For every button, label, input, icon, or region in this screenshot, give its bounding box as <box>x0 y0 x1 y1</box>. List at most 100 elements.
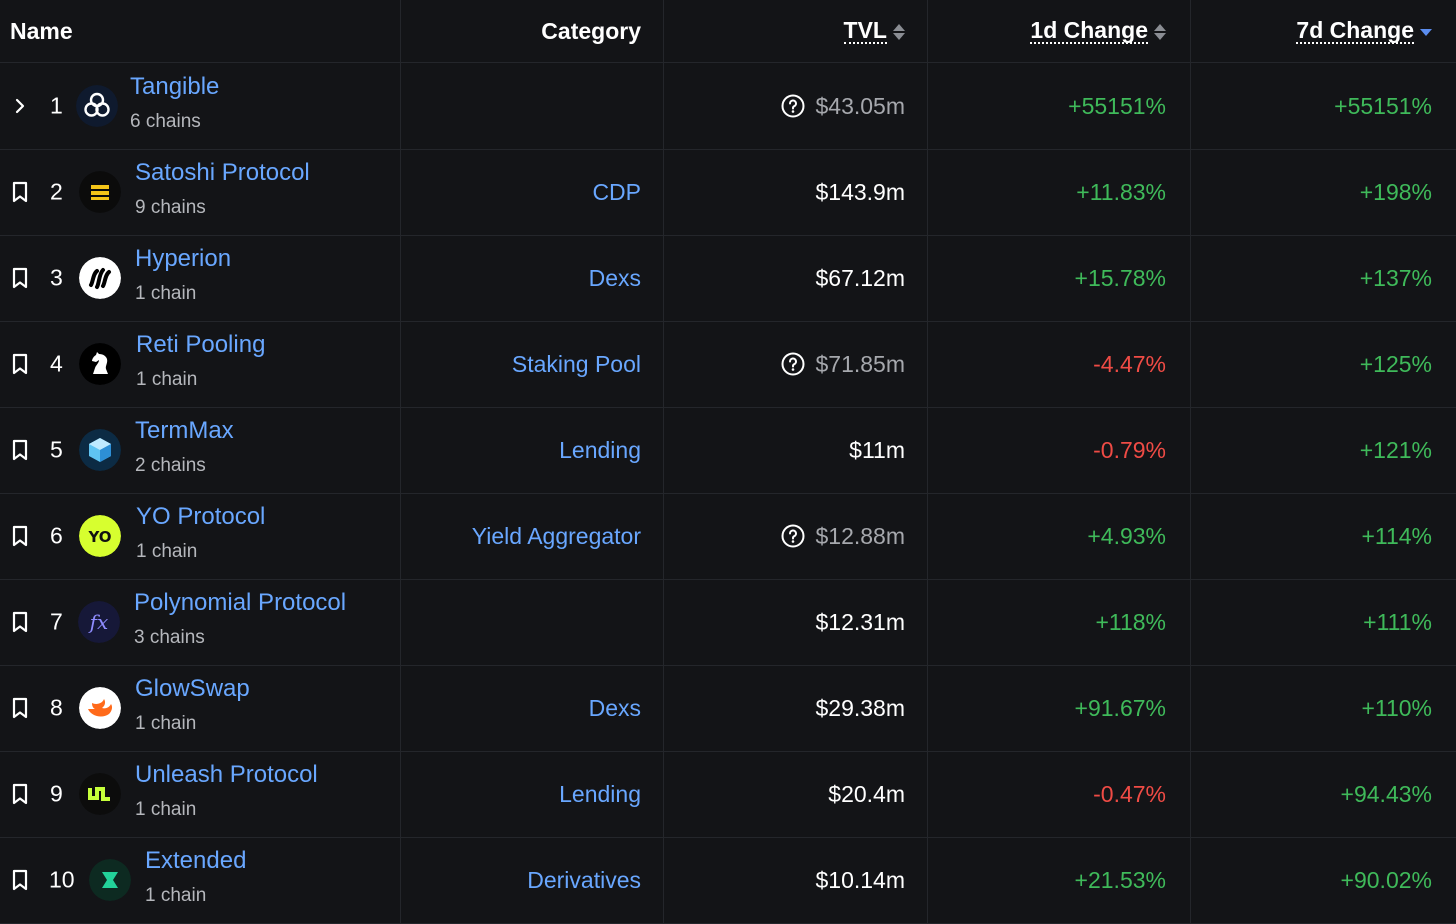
table-row[interactable]: 1 Tangible 6 chains $43.05m +55151% +551… <box>0 63 1456 150</box>
chain-count[interactable]: 9 chains <box>135 197 206 218</box>
change-1d-cell: +118% <box>928 579 1191 665</box>
satoshi-logo <box>79 171 121 213</box>
name-cell: 2 Satoshi Protocol 9 chains <box>0 149 401 235</box>
protocol-name-link[interactable]: Reti Pooling <box>136 331 266 358</box>
category-link[interactable]: Dexs <box>588 694 641 721</box>
header-tvl: TVL <box>664 0 928 62</box>
table-row[interactable]: 6 YO YO Protocol 1 chain Yield Aggregato… <box>0 493 1456 580</box>
change-7d-cell: +110% <box>1191 665 1456 751</box>
bookmark-icon[interactable] <box>9 611 31 633</box>
chain-count[interactable]: 6 chains <box>130 111 201 132</box>
tvl-value: $11m <box>849 436 905 463</box>
tvl-cell: $11m <box>664 407 928 493</box>
tvl-cell: $67.12m <box>664 235 928 321</box>
rank: 8 <box>50 694 63 721</box>
chain-count[interactable]: 1 chain <box>136 369 198 390</box>
extended-logo <box>89 859 131 901</box>
bookmark-icon[interactable] <box>9 525 31 547</box>
category-link[interactable]: CDP <box>592 178 641 205</box>
change-7d-value: +198% <box>1359 178 1432 205</box>
table-row[interactable]: 2 Satoshi Protocol 9 chains CDP $143.9m … <box>0 149 1456 236</box>
table-row[interactable]: 5 TermMax 2 chains Lending $11m -0.79% +… <box>0 407 1456 494</box>
bookmark-icon[interactable] <box>9 783 31 805</box>
tvl-cell: $71.85m <box>664 321 928 407</box>
change-7d-value: +55151% <box>1334 92 1432 119</box>
hyperion-logo <box>79 257 121 299</box>
category-link[interactable]: Lending <box>559 780 641 807</box>
rank: 5 <box>50 436 63 463</box>
chain-count[interactable]: 3 chains <box>134 627 205 648</box>
table-row[interactable]: 10 Extended 1 chain Derivatives $10.14m … <box>0 837 1456 924</box>
name-cell: 3 Hyperion 1 chain <box>0 235 401 321</box>
change-7d-cell: +111% <box>1191 579 1456 665</box>
change-1d-value: -0.47% <box>1093 780 1166 807</box>
tvl-cell: $20.4m <box>664 751 928 837</box>
tvl-cell: $12.88m <box>664 493 928 579</box>
chain-count[interactable]: 1 chain <box>145 885 207 906</box>
protocol-name-link[interactable]: Extended <box>145 847 247 874</box>
category-link[interactable]: Staking Pool <box>511 350 641 377</box>
question-icon[interactable] <box>781 94 805 118</box>
category-link[interactable]: Derivatives <box>527 866 641 893</box>
protocol-name-link[interactable]: Unleash Protocol <box>135 761 318 788</box>
sort-tvl-button[interactable]: TVL <box>843 18 905 44</box>
chevron-right-icon[interactable] <box>9 95 31 117</box>
change-1d-cell: +15.78% <box>928 235 1191 321</box>
name-cell: 1 Tangible 6 chains <box>0 63 401 149</box>
category-cell <box>401 579 664 665</box>
protocol-name-link[interactable]: Tangible <box>130 73 220 100</box>
chain-count[interactable]: 2 chains <box>135 455 206 476</box>
protocol-name-link[interactable]: GlowSwap <box>135 675 250 702</box>
chain-count[interactable]: 1 chain <box>135 713 197 734</box>
sort-change-7d-button[interactable]: 7d Change <box>1296 18 1432 44</box>
termmax-logo <box>79 429 121 471</box>
table-row[interactable]: 9 Unleash Protocol 1 chain Lending $20.4… <box>0 751 1456 838</box>
table-row[interactable]: 4 Reti Pooling 1 chain Staking Pool $71.… <box>0 321 1456 408</box>
question-icon[interactable] <box>781 524 805 548</box>
change-1d-cell: +11.83% <box>928 149 1191 235</box>
category-cell: Derivatives <box>401 837 664 923</box>
table-row[interactable]: 7 fx Polynomial Protocol 3 chains $12.31… <box>0 579 1456 666</box>
category-link[interactable]: Lending <box>559 436 641 463</box>
category-cell: Lending <box>401 407 664 493</box>
change-1d-cell: -0.79% <box>928 407 1191 493</box>
table-row[interactable]: 8 GlowSwap 1 chain Dexs $29.38m +91.67% … <box>0 665 1456 752</box>
tvl-value: $71.85m <box>815 350 905 377</box>
change-7d-cell: +55151% <box>1191 63 1456 149</box>
bookmark-icon[interactable] <box>9 697 31 719</box>
change-1d-value: +15.78% <box>1074 264 1166 291</box>
category-link[interactable]: Yield Aggregator <box>471 522 641 549</box>
svg-text:YO: YO <box>87 528 111 546</box>
tvl-value: $10.14m <box>815 866 905 893</box>
name-cell: 5 TermMax 2 chains <box>0 407 401 493</box>
protocol-name-link[interactable]: TermMax <box>135 417 234 444</box>
sort-change-1d-button[interactable]: 1d Change <box>1030 18 1166 44</box>
protocol-name-link[interactable]: Satoshi Protocol <box>135 159 310 186</box>
change-7d-cell: +125% <box>1191 321 1456 407</box>
change-1d-value: +91.67% <box>1074 694 1166 721</box>
header-category-label: Category <box>541 17 641 44</box>
protocol-name-link[interactable]: Polynomial Protocol <box>134 589 347 616</box>
chain-count[interactable]: 1 chain <box>136 541 198 562</box>
bookmark-icon[interactable] <box>9 439 31 461</box>
change-7d-value: +125% <box>1359 350 1432 377</box>
protocol-name-link[interactable]: YO Protocol <box>136 503 266 530</box>
table-row[interactable]: 3 Hyperion 1 chain Dexs $67.12m +15.78% … <box>0 235 1456 322</box>
chain-count[interactable]: 1 chain <box>135 283 197 304</box>
bookmark-icon[interactable] <box>9 869 31 891</box>
bookmark-icon[interactable] <box>9 267 31 289</box>
sort-icon <box>1154 24 1166 40</box>
question-icon[interactable] <box>781 352 805 376</box>
rank: 6 <box>50 522 63 549</box>
bookmark-icon[interactable] <box>9 181 31 203</box>
tvl-cell: $12.31m <box>664 579 928 665</box>
rank: 7 <box>50 608 63 635</box>
protocol-name-link[interactable]: Hyperion <box>135 245 232 272</box>
change-7d-cell: +121% <box>1191 407 1456 493</box>
chain-count[interactable]: 1 chain <box>135 799 197 820</box>
bookmark-icon[interactable] <box>9 353 31 375</box>
header-name: Name <box>0 0 401 62</box>
header-change-7d-label: 7d Change <box>1296 17 1414 44</box>
category-link[interactable]: Dexs <box>588 264 641 291</box>
